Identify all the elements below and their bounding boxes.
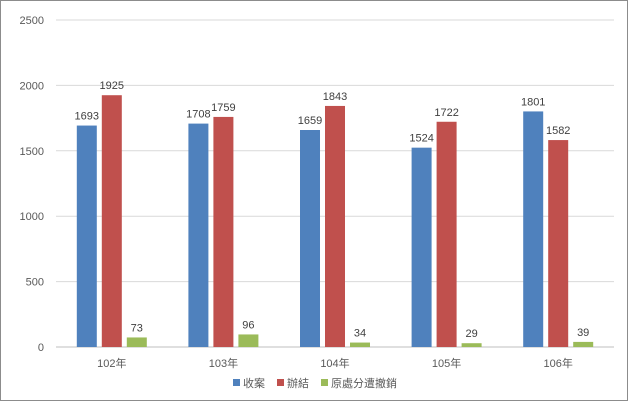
data-label: 1708 <box>186 109 210 121</box>
gridlines <box>56 19 614 348</box>
data-label: 96 <box>242 319 254 331</box>
y-axis-ticks: 0 500 1000 1500 2000 2500 <box>20 15 44 354</box>
bar <box>101 95 122 348</box>
bars <box>76 95 594 348</box>
data-label: 1801 <box>521 96 545 108</box>
data-label: 1693 <box>75 111 99 123</box>
data-label: 1659 <box>298 115 322 127</box>
y-tick-label: 1500 <box>20 146 44 158</box>
legend-swatch <box>321 379 328 386</box>
legend-label: 辦結 <box>287 376 309 390</box>
data-label: 1843 <box>323 91 347 103</box>
data-label: 1722 <box>434 107 458 119</box>
bar <box>436 121 457 348</box>
bar <box>325 105 345 347</box>
data-label: 1582 <box>546 125 570 137</box>
x-axis-ticks: 102年 103年 104年 105年 106年 <box>97 356 573 370</box>
legend-label: 原處分遭撤銷 <box>331 376 397 390</box>
bar <box>213 116 234 348</box>
bar <box>411 147 432 347</box>
bar <box>523 111 544 347</box>
x-tick-label: 103年 <box>209 356 238 370</box>
bar <box>461 343 482 347</box>
bar <box>238 334 259 347</box>
data-label: 34 <box>354 328 366 340</box>
y-tick-label: 2500 <box>20 15 44 27</box>
data-label: 29 <box>465 328 477 340</box>
y-tick-label: 0 <box>38 342 44 354</box>
data-label: 1524 <box>409 133 433 145</box>
bar <box>76 125 97 347</box>
bar <box>548 140 569 347</box>
data-label: 39 <box>577 327 589 339</box>
legend-swatch <box>233 379 240 386</box>
bar <box>126 337 147 347</box>
y-tick-label: 2000 <box>20 80 44 92</box>
x-tick-label: 106年 <box>544 356 573 370</box>
x-tick-label: 104年 <box>320 356 349 370</box>
bar <box>350 342 370 347</box>
y-tick-label: 1000 <box>20 211 44 223</box>
legend-swatch <box>277 379 284 386</box>
legend-label: 收案 <box>243 376 265 390</box>
bar <box>300 130 320 347</box>
x-tick-label: 102年 <box>97 356 126 370</box>
y-tick-label: 500 <box>26 277 44 289</box>
x-tick-label: 105年 <box>432 356 461 370</box>
data-label: 1925 <box>100 80 124 92</box>
bar <box>188 123 209 347</box>
legend: 收案 辦結 原處分遭撤銷 <box>233 376 397 390</box>
bar <box>573 341 594 347</box>
data-label: 73 <box>131 322 143 334</box>
data-label: 1759 <box>211 102 235 114</box>
